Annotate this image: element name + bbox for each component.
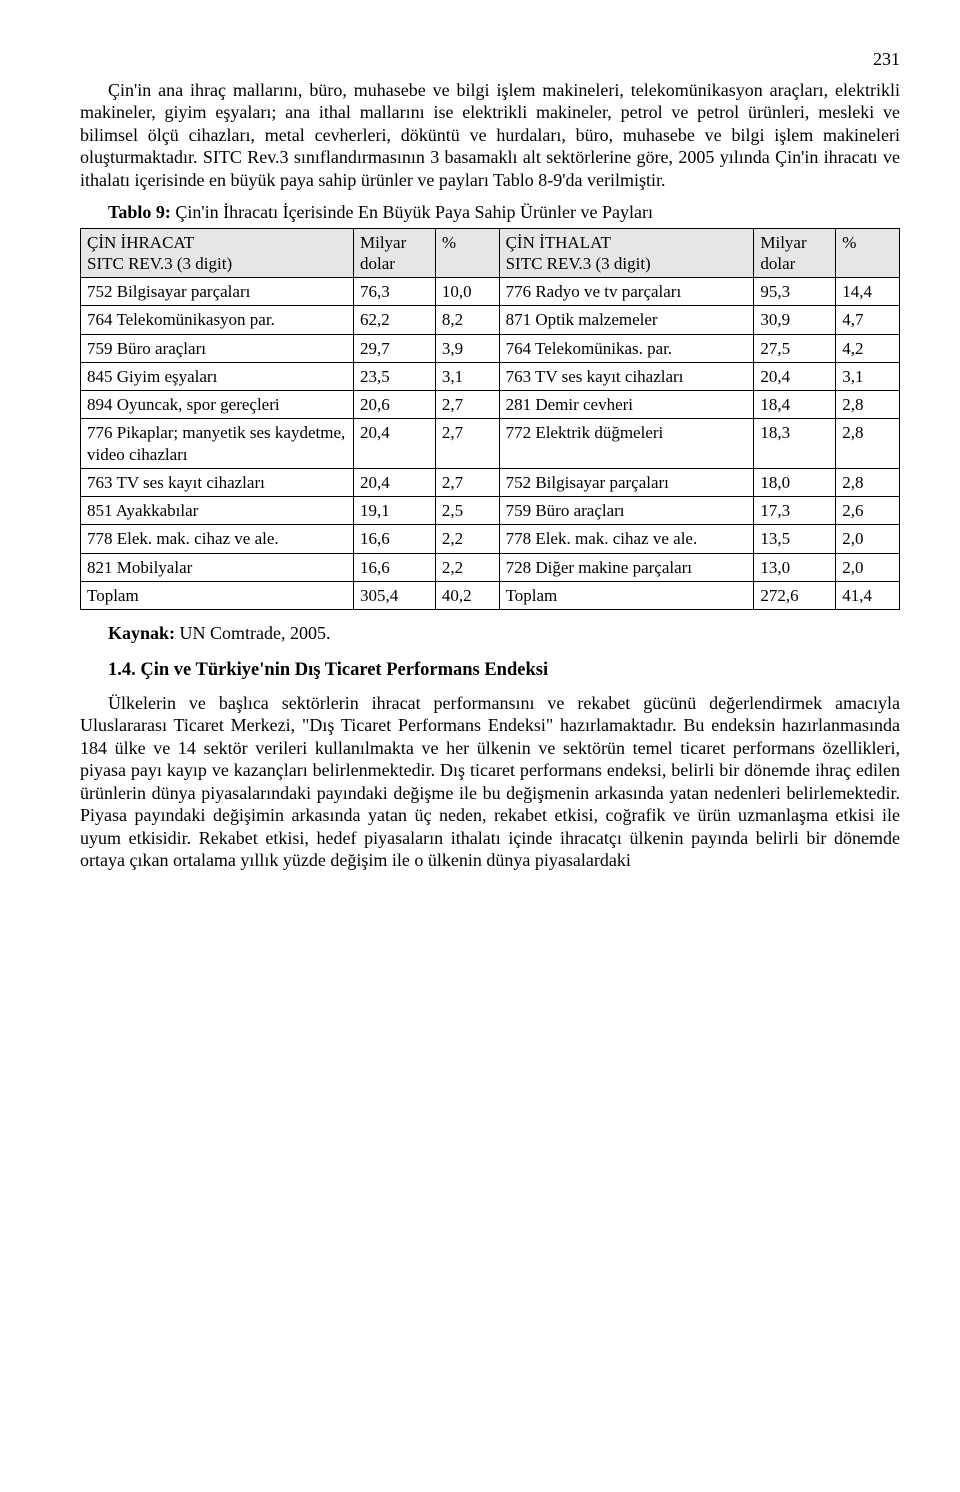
import-pct: 2,0 [836, 525, 900, 553]
header-import-value: Milyardolar [754, 228, 836, 278]
import-value: 18,3 [754, 419, 836, 469]
import-pct: 2,8 [836, 419, 900, 469]
import-pct: 3,1 [836, 362, 900, 390]
export-name: 851 Ayakkabılar [81, 497, 354, 525]
table-row: 894 Oyuncak, spor gereçleri20,62,7281 De… [81, 391, 900, 419]
export-value: 62,2 [354, 306, 436, 334]
import-value: 20,4 [754, 362, 836, 390]
export-value: 29,7 [354, 334, 436, 362]
import-value: 13,5 [754, 525, 836, 553]
export-pct: 2,7 [435, 468, 499, 496]
table-title: Tablo 9: Çin'in İhracatı İçerisinde En B… [80, 201, 900, 224]
import-value: 13,0 [754, 553, 836, 581]
import-pct: 41,4 [836, 581, 900, 609]
table-row: 763 TV ses kayıt cihazları20,42,7752 Bil… [81, 468, 900, 496]
export-name: 778 Elek. mak. cihaz ve ale. [81, 525, 354, 553]
import-name: 871 Optik malzemeler [499, 306, 754, 334]
export-pct: 3,9 [435, 334, 499, 362]
export-name: 752 Bilgisayar parçaları [81, 278, 354, 306]
table-row: 778 Elek. mak. cihaz ve ale.16,62,2778 E… [81, 525, 900, 553]
table-row: Toplam305,440,2Toplam272,641,4 [81, 581, 900, 609]
table-title-label: Tablo 9: [108, 202, 171, 222]
export-name: 821 Mobilyalar [81, 553, 354, 581]
table-row: 851 Ayakkabılar19,12,5759 Büro araçları1… [81, 497, 900, 525]
export-value: 16,6 [354, 553, 436, 581]
table-row: 821 Mobilyalar16,62,2728 Diğer makine pa… [81, 553, 900, 581]
import-name: Toplam [499, 581, 754, 609]
table-row: 764 Telekomünikasyon par.62,28,2871 Opti… [81, 306, 900, 334]
export-name: Toplam [81, 581, 354, 609]
import-pct: 2,0 [836, 553, 900, 581]
table-source: Kaynak: UN Comtrade, 2005. [80, 622, 900, 645]
table-title-text: Çin'in İhracatı İçerisinde En Büyük Paya… [171, 202, 653, 222]
export-value: 20,4 [354, 468, 436, 496]
export-value: 305,4 [354, 581, 436, 609]
table-row: 776 Pikaplar; manyetik ses kaydetme, vid… [81, 419, 900, 469]
import-value: 27,5 [754, 334, 836, 362]
import-pct: 2,8 [836, 391, 900, 419]
export-name: 764 Telekomünikasyon par. [81, 306, 354, 334]
import-pct: 2,8 [836, 468, 900, 496]
source-text: UN Comtrade, 2005. [175, 623, 330, 643]
export-name: 894 Oyuncak, spor gereçleri [81, 391, 354, 419]
import-pct: 14,4 [836, 278, 900, 306]
export-name: 763 TV ses kayıt cihazları [81, 468, 354, 496]
export-pct: 2,2 [435, 525, 499, 553]
header-export-value: Milyardolar [354, 228, 436, 278]
table-row: 845 Giyim eşyaları23,53,1763 TV ses kayı… [81, 362, 900, 390]
table-row: 759 Büro araçları29,73,9764 Telekomünika… [81, 334, 900, 362]
export-name: 776 Pikaplar; manyetik ses kaydetme, vid… [81, 419, 354, 469]
import-name: 281 Demir cevheri [499, 391, 754, 419]
header-import-pct: % [836, 228, 900, 278]
import-pct: 4,7 [836, 306, 900, 334]
import-name: 772 Elektrik düğmeleri [499, 419, 754, 469]
export-pct: 2,2 [435, 553, 499, 581]
import-name: 728 Diğer makine parçaları [499, 553, 754, 581]
import-name: 752 Bilgisayar parçaları [499, 468, 754, 496]
table-row: 752 Bilgisayar parçaları76,310,0776 Rady… [81, 278, 900, 306]
body-paragraph-2: Ülkelerin ve başlıca sektörlerin ihracat… [80, 692, 900, 872]
import-pct: 4,2 [836, 334, 900, 362]
import-name: 776 Radyo ve tv parçaları [499, 278, 754, 306]
export-name: 759 Büro araçları [81, 334, 354, 362]
export-value: 20,4 [354, 419, 436, 469]
import-value: 17,3 [754, 497, 836, 525]
export-pct: 40,2 [435, 581, 499, 609]
import-value: 30,9 [754, 306, 836, 334]
export-value: 16,6 [354, 525, 436, 553]
export-pct: 2,5 [435, 497, 499, 525]
header-import: ÇİN İTHALATSITC REV.3 (3 digit) [499, 228, 754, 278]
export-pct: 8,2 [435, 306, 499, 334]
page-number: 231 [80, 48, 900, 71]
export-value: 19,1 [354, 497, 436, 525]
export-pct: 2,7 [435, 391, 499, 419]
export-pct: 3,1 [435, 362, 499, 390]
export-pct: 10,0 [435, 278, 499, 306]
import-name: 763 TV ses kayıt cihazları [499, 362, 754, 390]
export-value: 20,6 [354, 391, 436, 419]
export-value: 76,3 [354, 278, 436, 306]
table-header-row: ÇİN İHRACATSITC REV.3 (3 digit) Milyardo… [81, 228, 900, 278]
header-export-pct: % [435, 228, 499, 278]
export-value: 23,5 [354, 362, 436, 390]
export-pct: 2,7 [435, 419, 499, 469]
import-name: 764 Telekomünikas. par. [499, 334, 754, 362]
source-label: Kaynak: [108, 623, 175, 643]
import-value: 18,4 [754, 391, 836, 419]
body-paragraph-1: Çin'in ana ihraç mallarını, büro, muhase… [80, 79, 900, 192]
trade-table: ÇİN İHRACATSITC REV.3 (3 digit) Milyardo… [80, 228, 900, 611]
import-name: 759 Büro araçları [499, 497, 754, 525]
import-value: 272,6 [754, 581, 836, 609]
export-name: 845 Giyim eşyaları [81, 362, 354, 390]
import-value: 18,0 [754, 468, 836, 496]
import-value: 95,3 [754, 278, 836, 306]
import-name: 778 Elek. mak. cihaz ve ale. [499, 525, 754, 553]
import-pct: 2,6 [836, 497, 900, 525]
header-export: ÇİN İHRACATSITC REV.3 (3 digit) [81, 228, 354, 278]
section-heading: 1.4. Çin ve Türkiye'nin Dış Ticaret Perf… [80, 659, 900, 682]
